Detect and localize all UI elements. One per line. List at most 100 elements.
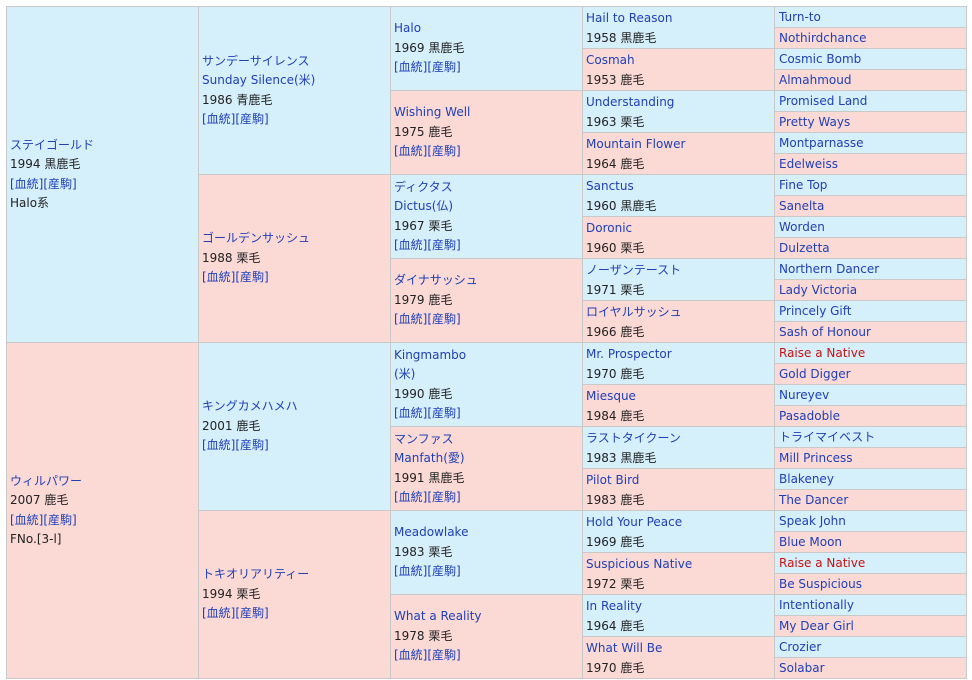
pedigree-progeny-links[interactable]: [血統][産駒] [394,238,461,252]
horse-name-link[interactable]: ディクタス [394,179,453,194]
horse-name-link[interactable]: ノーザンテースト [586,263,682,277]
horse-name-link[interactable]: Blakeney [779,472,834,486]
horse-name-link[interactable]: ラストタイクーン [586,431,681,445]
pedigree-progeny-links[interactable]: [血統][産駒] [394,144,461,159]
birth-year-coat: 1972 栗毛 [586,576,645,591]
birth-year-coat: 1963 栗毛 [586,114,645,129]
pedigree-progeny-links[interactable]: [血統][産駒] [10,512,77,527]
horse-name-link[interactable]: Mill Princess [779,451,853,465]
horse-name-link[interactable]: Northern Dancer [779,262,880,276]
horse-name-link[interactable]: In Reality [586,599,642,613]
horse-name-link[interactable]: Lady Victoria [779,283,858,297]
horse-name-link[interactable]: Sash of Honour [779,325,871,339]
pedigree-progeny-links[interactable]: [血統][産駒] [394,648,461,663]
pedigree-progeny-links[interactable]: [血統][産駒] [202,270,269,285]
horse-name-link[interactable]: Montparnasse [779,136,864,150]
horse-name-link[interactable]: Gold Digger [779,367,851,381]
horse-name-link[interactable]: ダイナサッシュ [394,273,478,288]
horse-name-link[interactable]: Turn-to [779,10,821,24]
horse-name-link[interactable]: Sanelta [779,199,825,213]
gen5-ancestor: The Dancer [774,489,967,511]
horse-name-link[interactable]: Dulzetta [779,241,830,255]
horse-name-link[interactable]: Hail to Reason [586,11,673,25]
horse-name-link[interactable]: What a Reality [394,609,482,624]
horse-name-link[interactable]: Intentionally [779,598,854,612]
horse-name-link[interactable]: Worden [779,220,825,234]
gen5-ancestor: Almahmoud [774,69,967,91]
horse-name-link[interactable]: キングカメハメハ [202,399,298,414]
pedigree-progeny-links[interactable]: [血統][産駒] [394,564,461,579]
birth-year-coat: 1969 黒鹿毛 [394,40,465,55]
gen5-ancestor: Edelweiss [774,153,967,175]
gen4-ancestor: What Will Be 1970 鹿毛 [582,636,775,679]
horse-name-link[interactable]: Understanding [586,95,675,109]
gen5-ancestor: Montparnasse [774,132,967,154]
horse-name-link[interactable]: Sanctus [586,179,634,193]
horse-name-link[interactable]: ゴールデンサッシュ [202,231,311,246]
horse-name-link[interactable]: Raise a Native [779,556,866,570]
horse-name-link[interactable]: Kingmambo [394,347,467,362]
gen5-ancestor: トライマイベスト [774,426,967,448]
horse-alt-name-link[interactable]: Dictus(仏) [394,199,454,213]
horse-name-link[interactable]: ウィルパワー [10,473,83,488]
pedigree-progeny-links[interactable]: [血統][産駒] [202,606,269,621]
birth-year-coat: 1983 栗毛 [394,544,453,559]
horse-alt-name-link[interactable]: (米) [394,367,416,381]
gen5-ancestor: Raise a Native [774,552,967,574]
horse-name-link[interactable]: Pilot Bird [586,473,640,487]
horse-name-link[interactable]: Hold Your Peace [586,515,683,529]
pedigree-progeny-links[interactable]: [血統][産駒] [394,490,461,504]
horse-name-link[interactable]: Mr. Prospector [586,347,672,361]
horse-name-link[interactable]: Pretty Ways [779,115,851,129]
birth-year-coat: 1983 鹿毛 [586,492,645,507]
horse-name-link[interactable]: Suspicious Native [586,557,693,571]
pedigree-progeny-links[interactable]: [血統][産駒] [10,176,77,191]
horse-name-link[interactable]: The Dancer [779,493,849,507]
gen4-ancestor: Understanding 1963 栗毛 [582,90,775,133]
horse-name-link[interactable]: Almahmoud [779,73,852,87]
horse-name-link[interactable]: Speak John [779,514,846,528]
horse-name-link[interactable]: Nothirdchance [779,31,867,45]
gen4-ancestor: In Reality 1964 鹿毛 [582,594,775,637]
horse-name-link[interactable]: Crozier [779,640,822,654]
horse-name-link[interactable]: Fine Top [779,178,828,192]
horse-name-link[interactable]: My Dear Girl [779,619,854,633]
horse-name-link[interactable]: トライマイベスト [779,430,876,444]
horse-name-link[interactable]: マンファス [394,431,454,446]
birth-year-coat: 1967 栗毛 [394,218,453,233]
horse-name-link[interactable]: Wishing Well [394,105,471,120]
horse-name-link[interactable]: Mountain Flower [586,137,686,151]
pedigree-progeny-links[interactable]: [血統][産駒] [394,60,461,75]
gen5-ancestor: Sash of Honour [774,321,967,343]
horse-name-link[interactable]: Blue Moon [779,535,843,549]
horse-name-link[interactable]: ステイゴールド [10,137,95,152]
horse-name-link[interactable]: Nureyev [779,388,830,402]
horse-name-link[interactable]: Cosmah [586,53,635,67]
horse-name-link[interactable]: What Will Be [586,641,663,655]
horse-name-link[interactable]: Halo [394,21,422,36]
horse-name-link[interactable]: Princely Gift [779,304,852,318]
horse-name-link[interactable]: Meadowlake [394,525,469,540]
horse-name-link[interactable]: Edelweiss [779,157,838,171]
horse-name-link[interactable]: トキオリアリティー [202,567,310,582]
pedigree-progeny-links[interactable]: [血統][産駒] [202,112,269,126]
horse-name-link[interactable]: サンデーサイレンス [202,53,310,68]
horse-name-link[interactable]: Miesque [586,389,636,403]
horse-alt-name-link[interactable]: Manfath(愛) [394,451,465,465]
horse-name-link[interactable]: Be Suspicious [779,577,862,591]
horse-name-link[interactable]: Cosmic Bomb [779,52,862,66]
gen3-ancestor: Kingmambo (米) 1990 鹿毛 [血統][産駒] [390,342,583,427]
horse-name-link[interactable]: ロイヤルサッシュ [586,305,682,319]
horse-name-link[interactable]: Doronic [586,221,633,235]
pedigree-progeny-links[interactable]: [血統][産駒] [394,406,461,420]
pedigree-progeny-links[interactable]: [血統][産駒] [394,312,461,327]
horse-name-link[interactable]: Pasadoble [779,409,840,423]
horse-alt-name-link[interactable]: Sunday Silence(米) [202,73,316,87]
gen2-ancestor: ゴールデンサッシュ 1988 栗毛 [血統][産駒] [198,174,391,343]
lineage-note: FNo.[3-l] [10,532,62,546]
horse-name-link[interactable]: Solabar [779,661,825,675]
pedigree-progeny-links[interactable]: [血統][産駒] [202,438,269,453]
horse-name-link[interactable]: Raise a Native [779,346,866,360]
horse-name-link[interactable]: Promised Land [779,94,868,108]
gen5-ancestor: Mill Princess [774,447,967,469]
